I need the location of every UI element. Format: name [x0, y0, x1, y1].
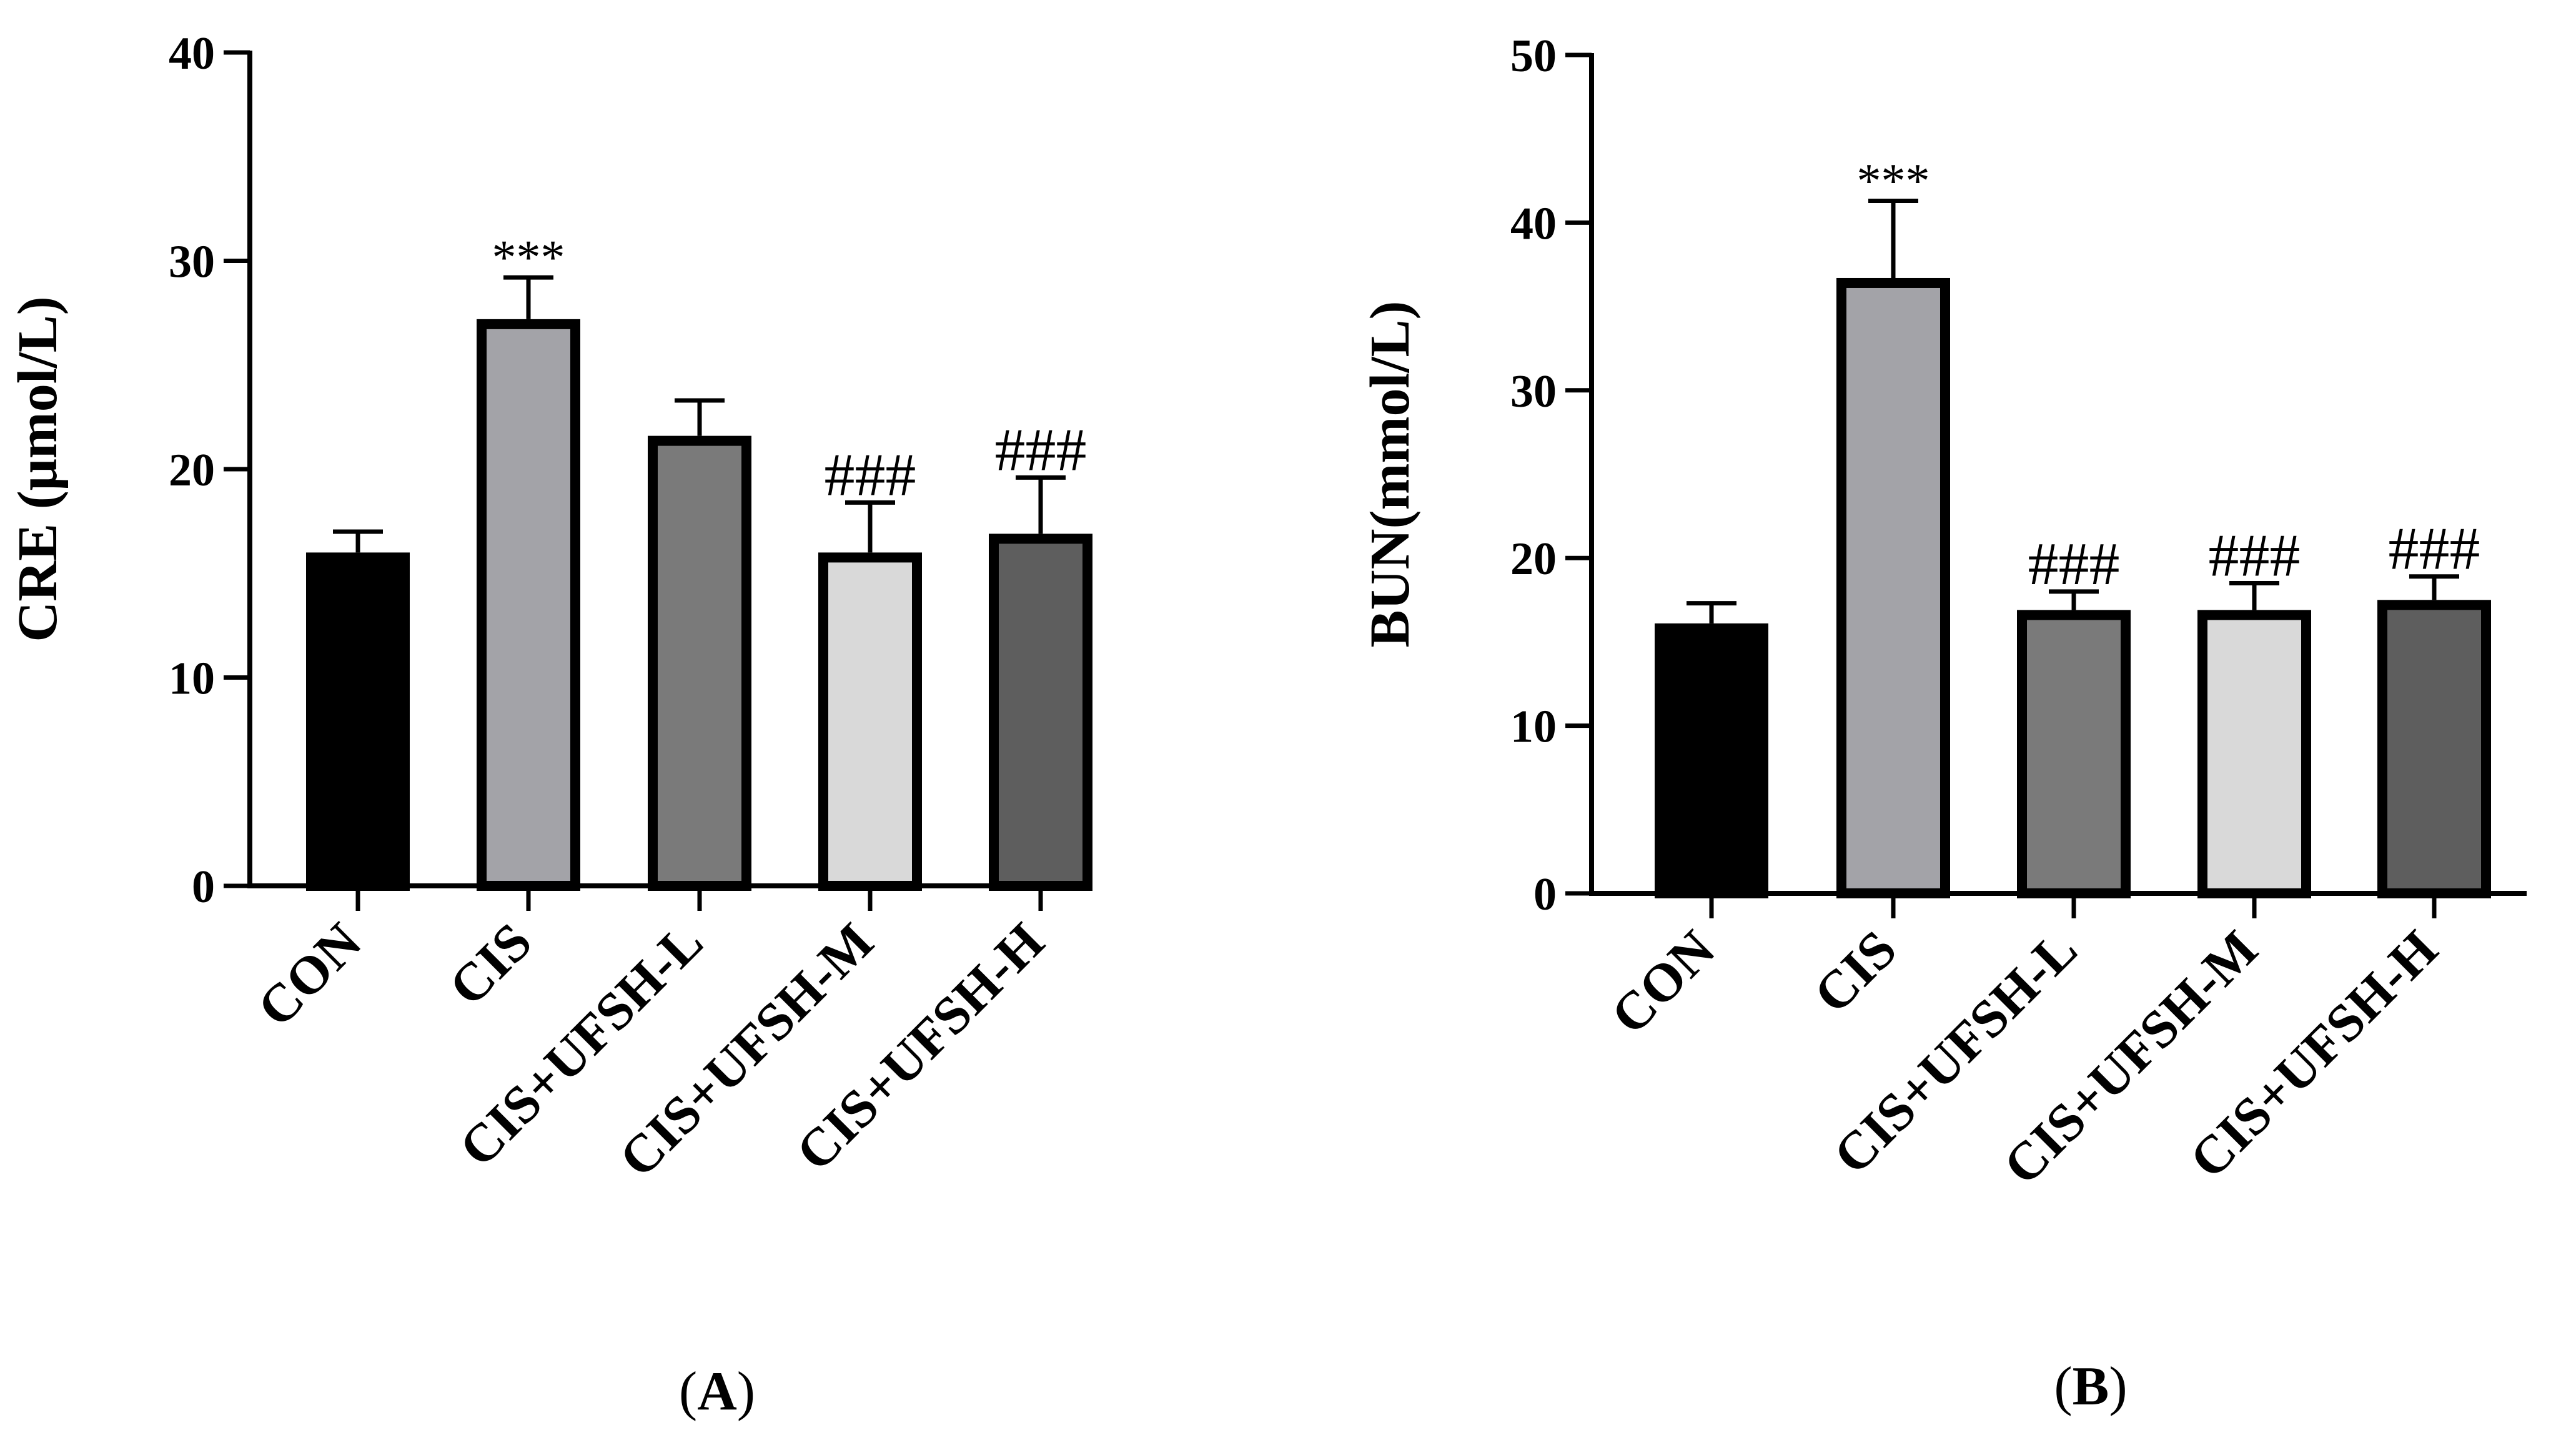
- y-tick-label: 10: [169, 653, 215, 705]
- significance-label: ###: [825, 441, 916, 509]
- y-tick-label: 40: [169, 28, 215, 79]
- panel-a-chart: CON***CISCIS+UFSH-L###CIS+UFSH-M###CIS+U…: [7, 28, 1092, 1422]
- panel-letter: (B): [2054, 1356, 2127, 1417]
- bar: [477, 319, 580, 891]
- y-tick-label: 30: [169, 237, 215, 288]
- y-tick-label: 20: [1510, 534, 1557, 585]
- y-tick-label: 30: [1510, 366, 1557, 417]
- panel-letter-close: ): [2109, 1356, 2127, 1417]
- category-label: CON: [245, 911, 372, 1038]
- significance-label: ###: [2028, 530, 2120, 598]
- bar: [648, 435, 751, 891]
- category-label: CON: [1599, 919, 1726, 1046]
- significance-label: ###: [2389, 515, 2480, 583]
- y-tick-label: 40: [1510, 198, 1557, 249]
- y-tick-label: 20: [169, 445, 215, 496]
- y-axis-title: CRE (μmol/L): [7, 296, 69, 642]
- category-label: CIS: [437, 911, 543, 1017]
- bar: [2377, 600, 2491, 898]
- panel-letter: (A): [679, 1361, 755, 1422]
- panel-letter-open: (: [2054, 1356, 2072, 1417]
- panel-letter-open: (: [679, 1361, 697, 1422]
- panel-letter-text: A: [697, 1361, 737, 1422]
- significance-label: ***: [1857, 154, 1930, 208]
- y-tick-label: 0: [192, 862, 215, 913]
- bar: [818, 552, 922, 891]
- y-tick-label: 50: [1510, 31, 1557, 82]
- bar: [989, 534, 1092, 891]
- y-tick-label: 0: [1533, 869, 1557, 920]
- bar: [1655, 623, 1768, 898]
- significance-label: ***: [492, 230, 565, 284]
- bar: [306, 552, 410, 891]
- y-axis-title: BUN(mmol/L): [1359, 301, 1421, 648]
- category-label: CIS: [1802, 919, 1908, 1025]
- bar: [1836, 277, 1950, 898]
- panel-letter-close: ): [737, 1361, 755, 1422]
- bar: [2017, 610, 2131, 898]
- bar: [2197, 610, 2311, 898]
- panel-letter-text: B: [2073, 1356, 2109, 1417]
- panel-b-chart: CON***CIS###CIS+UFSH-L###CIS+UFSH-M###CI…: [1359, 31, 2527, 1417]
- y-tick-label: 10: [1510, 702, 1557, 753]
- significance-label: ###: [2209, 522, 2301, 589]
- significance-label: ###: [995, 416, 1087, 484]
